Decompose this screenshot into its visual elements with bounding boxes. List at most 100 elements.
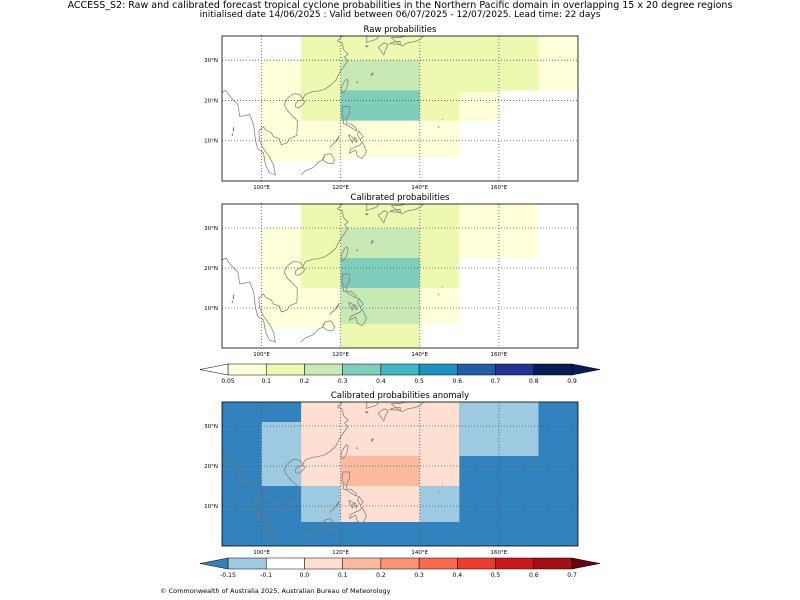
coastline-path bbox=[356, 81, 359, 84]
colorbar-over-arrow bbox=[571, 363, 601, 376]
coastline-path bbox=[322, 153, 336, 165]
heat-cell bbox=[459, 204, 499, 258]
colorbar-over-arrow bbox=[571, 557, 601, 570]
coastline-path bbox=[300, 519, 326, 541]
heat-cell bbox=[340, 120, 381, 157]
colorbar-tick-label: 0.2 bbox=[300, 378, 310, 385]
lon-tick-label: 120°E bbox=[332, 550, 349, 556]
colorbar-segment bbox=[533, 557, 573, 570]
colorbar-tick-label: -0.15 bbox=[220, 572, 236, 579]
probability-cells bbox=[222, 402, 578, 546]
map-panel-3: Calibrated probabilities anomaly 100°E 120… bbox=[204, 391, 579, 556]
map-panel-2: Calibrated probabilities 100°E 120°E 140°E 1… bbox=[204, 193, 579, 358]
coastline-path bbox=[437, 125, 440, 129]
coastline-path bbox=[389, 208, 401, 213]
colorbar-tick-label: 0.5 bbox=[414, 378, 424, 385]
lon-tick-label: 140°E bbox=[411, 185, 428, 191]
lat-tick-label: 30°N bbox=[204, 424, 218, 430]
coastline-path bbox=[377, 42, 389, 56]
colorbar-segment bbox=[418, 363, 458, 376]
colorbar-segment bbox=[380, 557, 420, 570]
coastline-path bbox=[348, 308, 367, 327]
coastline-path bbox=[329, 501, 340, 513]
coastline-path bbox=[222, 204, 349, 343]
heat-cell bbox=[301, 36, 341, 121]
colorbar-segment bbox=[533, 363, 573, 376]
lon-tick-label: 160°E bbox=[491, 352, 508, 358]
lon-tick-label: 100°E bbox=[253, 352, 270, 358]
lon-tick-label: 120°E bbox=[332, 185, 349, 191]
figure-title: ACCESS_S2: Raw and calibrated forecast t… bbox=[67, 0, 733, 11]
coastline-path bbox=[300, 154, 326, 176]
lat-tick-label: 20°N bbox=[204, 464, 218, 470]
heat-cell bbox=[261, 422, 302, 486]
coastline-path bbox=[222, 36, 349, 176]
coastline-path bbox=[365, 45, 369, 48]
coastline-path bbox=[341, 106, 357, 132]
coastline-path bbox=[232, 492, 235, 498]
colorbar-segment bbox=[342, 363, 382, 376]
heat-cell bbox=[340, 456, 420, 486]
lon-tick-label: 100°E bbox=[253, 185, 270, 191]
heat-cell bbox=[340, 258, 420, 288]
map-frame bbox=[221, 203, 579, 349]
lon-tick-label: 140°E bbox=[411, 352, 428, 358]
heat-cell bbox=[419, 486, 460, 522]
coastline-path bbox=[329, 135, 340, 148]
coastline bbox=[222, 204, 444, 343]
colorbar-segment bbox=[227, 557, 267, 570]
colorbar-segment bbox=[265, 363, 305, 376]
heat-cell bbox=[419, 120, 460, 157]
colorbar-tick-label: 0.05 bbox=[221, 378, 235, 385]
map-frame bbox=[221, 401, 579, 547]
coastline-path bbox=[357, 130, 364, 141]
lat-tick-label: 10°N bbox=[204, 139, 218, 145]
colorbar-tick-label: 0.6 bbox=[529, 572, 539, 579]
coastline-path bbox=[348, 301, 354, 311]
heat-cell bbox=[301, 486, 341, 522]
coastline-path bbox=[377, 210, 389, 224]
heat-cell bbox=[301, 402, 341, 486]
lon-tick-label: 160°E bbox=[491, 550, 508, 556]
lat-tick-label: 10°N bbox=[204, 306, 218, 312]
copyright-footer: © Commonwealth of Australia 2025, Austra… bbox=[160, 587, 391, 595]
lat-tick-label: 10°N bbox=[204, 504, 218, 510]
colorbar-tick-label: 0.2 bbox=[376, 572, 386, 579]
coastline-path bbox=[365, 402, 379, 409]
coastline-path bbox=[437, 293, 440, 296]
coastline-path bbox=[377, 408, 389, 422]
colorbar-tick-label: -0.1 bbox=[260, 572, 272, 579]
coastline bbox=[222, 402, 444, 541]
colorbar-under-arrow bbox=[199, 557, 229, 570]
heat-cell bbox=[498, 36, 539, 91]
colorbar-tick-label: 0.0 bbox=[300, 572, 310, 579]
colorbar-tick-label: 0.4 bbox=[376, 378, 386, 385]
coastline-path bbox=[322, 320, 336, 332]
colorbar-tick-label: 0.1 bbox=[261, 378, 271, 385]
coastline-path bbox=[353, 502, 357, 509]
colorbar-segment bbox=[227, 363, 267, 376]
colorbar-segment bbox=[265, 557, 305, 570]
coastline-path bbox=[295, 99, 306, 109]
coastline-path bbox=[232, 126, 235, 132]
anomaly-colorbar: -0.15 -0.1 0.0 0.1 0.2 0.3 0.4 0.5 0.6 0.7 bbox=[199, 557, 601, 579]
map-frame bbox=[221, 35, 579, 182]
coastline-path bbox=[370, 72, 375, 77]
coastline-path bbox=[222, 402, 349, 541]
coastline-path bbox=[348, 141, 367, 159]
coastline-path bbox=[295, 465, 306, 474]
coastline-path bbox=[232, 294, 235, 300]
coastline-path bbox=[329, 303, 340, 315]
coastline-path bbox=[356, 249, 359, 252]
heat-cell bbox=[380, 120, 420, 157]
heat-cell bbox=[459, 92, 499, 121]
probability-cells bbox=[261, 36, 578, 161]
lon-tick-label: 100°E bbox=[253, 550, 270, 556]
colorbar-segment bbox=[380, 363, 420, 376]
colorbar-segment bbox=[304, 557, 343, 570]
colorbar-segment bbox=[495, 557, 535, 570]
colorbar-segment bbox=[495, 363, 535, 376]
lon-tick-label: 160°E bbox=[491, 185, 508, 191]
coastline-path bbox=[348, 134, 354, 144]
